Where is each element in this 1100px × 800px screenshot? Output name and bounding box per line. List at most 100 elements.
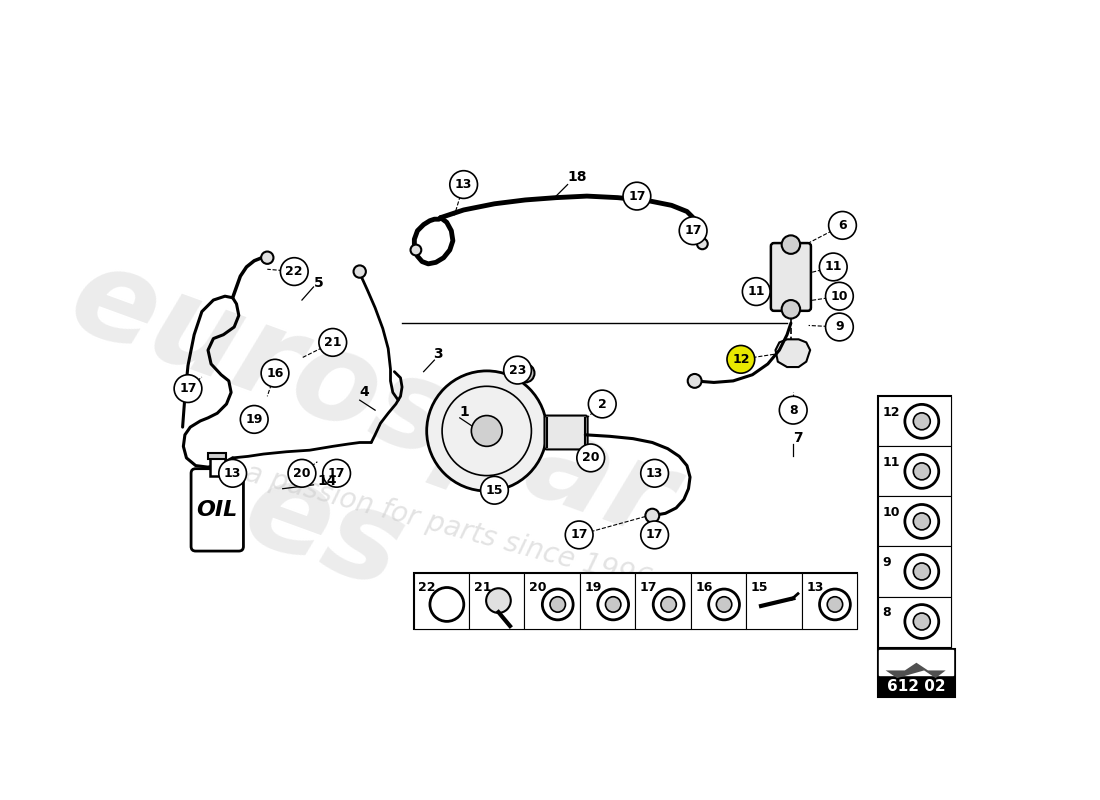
- Text: 15: 15: [486, 484, 503, 497]
- Text: 8: 8: [789, 404, 797, 417]
- Circle shape: [504, 356, 531, 384]
- Circle shape: [565, 521, 593, 549]
- Bar: [878, 649, 955, 697]
- Circle shape: [322, 459, 351, 487]
- Circle shape: [913, 613, 931, 630]
- Text: 11: 11: [825, 261, 842, 274]
- Circle shape: [913, 513, 931, 530]
- Circle shape: [697, 238, 707, 250]
- Circle shape: [319, 329, 346, 356]
- Bar: [469, 574, 525, 629]
- Text: 15: 15: [751, 581, 769, 594]
- Bar: [208, 454, 227, 459]
- Text: 14: 14: [318, 474, 337, 488]
- Text: 21: 21: [474, 581, 492, 594]
- Circle shape: [516, 364, 535, 382]
- Text: 612 02: 612 02: [887, 678, 946, 694]
- Circle shape: [782, 235, 800, 254]
- Text: 19: 19: [584, 581, 602, 594]
- Bar: [880, 650, 954, 675]
- Circle shape: [913, 463, 931, 480]
- Circle shape: [820, 253, 847, 281]
- Text: 17: 17: [571, 529, 587, 542]
- Circle shape: [727, 346, 755, 373]
- Polygon shape: [886, 662, 946, 678]
- Circle shape: [280, 258, 308, 286]
- Text: 17: 17: [179, 382, 197, 395]
- Circle shape: [827, 597, 843, 612]
- Text: 4: 4: [360, 386, 370, 399]
- Text: OIL: OIL: [197, 500, 238, 520]
- Text: 17: 17: [328, 467, 345, 480]
- Text: 9: 9: [882, 556, 891, 569]
- Circle shape: [588, 390, 616, 418]
- Text: 17: 17: [684, 224, 702, 238]
- Circle shape: [353, 266, 366, 278]
- Circle shape: [825, 282, 854, 310]
- Text: 16: 16: [266, 366, 284, 380]
- Text: 11: 11: [882, 455, 900, 469]
- Circle shape: [742, 278, 770, 306]
- Text: 12: 12: [882, 406, 900, 418]
- Text: 13: 13: [224, 467, 241, 480]
- Circle shape: [219, 459, 246, 487]
- Text: 1: 1: [460, 405, 470, 418]
- Text: 10: 10: [830, 290, 848, 302]
- Circle shape: [481, 476, 508, 504]
- Circle shape: [913, 563, 931, 580]
- Bar: [878, 396, 952, 446]
- Text: 10: 10: [882, 506, 900, 518]
- Circle shape: [782, 300, 800, 318]
- Circle shape: [825, 313, 854, 341]
- Circle shape: [828, 211, 856, 239]
- Circle shape: [450, 170, 477, 198]
- Text: 20: 20: [294, 467, 310, 480]
- Circle shape: [174, 374, 202, 402]
- Bar: [878, 496, 952, 546]
- Text: 22: 22: [286, 265, 302, 278]
- Circle shape: [779, 396, 807, 424]
- Circle shape: [410, 245, 421, 255]
- FancyBboxPatch shape: [544, 415, 587, 450]
- Text: 16: 16: [695, 581, 713, 594]
- Text: a passion for parts since 1996: a passion for parts since 1996: [242, 459, 654, 595]
- FancyBboxPatch shape: [191, 469, 243, 551]
- Polygon shape: [776, 339, 810, 367]
- Text: 21: 21: [324, 336, 341, 349]
- Bar: [746, 574, 802, 629]
- Text: 8: 8: [882, 606, 891, 618]
- Text: 9: 9: [835, 321, 844, 334]
- Text: 23: 23: [509, 364, 526, 377]
- Text: 12: 12: [733, 353, 749, 366]
- Text: 11: 11: [748, 285, 764, 298]
- Bar: [878, 597, 952, 646]
- Text: 20: 20: [582, 451, 600, 464]
- Bar: [580, 574, 636, 629]
- Circle shape: [261, 251, 274, 264]
- Bar: [414, 574, 469, 629]
- Circle shape: [241, 406, 268, 434]
- Bar: [878, 546, 952, 597]
- Bar: [802, 574, 857, 629]
- Text: 13: 13: [806, 581, 824, 594]
- Text: 13: 13: [646, 467, 663, 480]
- Circle shape: [640, 459, 669, 487]
- Circle shape: [716, 597, 732, 612]
- Circle shape: [550, 597, 565, 612]
- Circle shape: [688, 374, 702, 388]
- Bar: [691, 574, 746, 629]
- Text: 19: 19: [245, 413, 263, 426]
- Bar: [414, 574, 857, 629]
- Bar: [209, 456, 226, 476]
- Circle shape: [680, 217, 707, 245]
- Bar: [878, 446, 952, 496]
- Circle shape: [576, 444, 605, 472]
- Text: 18: 18: [568, 170, 587, 184]
- Text: 22: 22: [418, 581, 436, 594]
- Text: 6: 6: [838, 219, 847, 232]
- Text: 7: 7: [793, 431, 803, 446]
- Text: 17: 17: [640, 581, 658, 594]
- Circle shape: [261, 359, 289, 387]
- Circle shape: [913, 413, 931, 430]
- Text: 5: 5: [314, 276, 323, 290]
